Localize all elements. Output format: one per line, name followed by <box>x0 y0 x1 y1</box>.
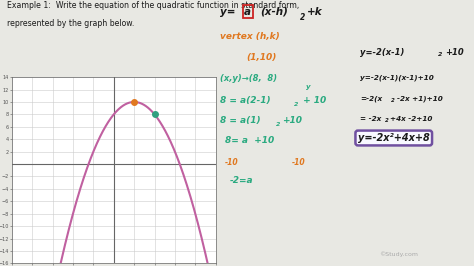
Text: represented by the graph below.: represented by the graph below. <box>7 19 135 28</box>
Text: +k: +k <box>307 7 322 17</box>
Text: y=-2x²+4x+8: y=-2x²+4x+8 <box>358 133 429 143</box>
Text: ©Study.com: ©Study.com <box>379 251 418 257</box>
Text: 8 = a(2-1): 8 = a(2-1) <box>220 96 271 105</box>
Text: 2: 2 <box>438 52 443 57</box>
Text: = -2x: = -2x <box>360 116 382 122</box>
Text: y: y <box>306 84 310 90</box>
Text: 2: 2 <box>300 13 305 22</box>
Text: 2: 2 <box>391 98 395 103</box>
Text: +4x -2+10: +4x -2+10 <box>390 116 432 122</box>
Text: -10: -10 <box>225 158 239 167</box>
Text: 2: 2 <box>385 118 389 123</box>
Text: y=-2(x-1): y=-2(x-1) <box>360 48 405 57</box>
Text: +10: +10 <box>445 48 464 57</box>
Text: vertex (h,k): vertex (h,k) <box>220 32 280 41</box>
Text: Example 1:  Write the equation of the quadratic function in standard form,: Example 1: Write the equation of the qua… <box>7 1 300 10</box>
Text: 8= a  +10: 8= a +10 <box>225 136 274 145</box>
Text: -2x +1)+10: -2x +1)+10 <box>397 96 443 102</box>
Text: 8 = a(1): 8 = a(1) <box>220 116 261 125</box>
Text: (x-h): (x-h) <box>260 7 288 17</box>
Text: + 10: + 10 <box>300 96 326 105</box>
Text: 2: 2 <box>276 122 281 127</box>
Text: y=-2(x-1)(x-1)+10: y=-2(x-1)(x-1)+10 <box>360 74 434 81</box>
Text: (1,10): (1,10) <box>246 53 277 62</box>
Text: y=: y= <box>220 7 236 17</box>
Text: a: a <box>244 7 251 17</box>
Text: =-2(x: =-2(x <box>360 96 383 102</box>
Text: -2=a: -2=a <box>230 176 254 185</box>
Text: +10: +10 <box>282 116 302 125</box>
Text: (x,y)→(8,  8): (x,y)→(8, 8) <box>220 74 278 84</box>
Text: -10: -10 <box>292 158 305 167</box>
Text: 2: 2 <box>294 102 298 107</box>
